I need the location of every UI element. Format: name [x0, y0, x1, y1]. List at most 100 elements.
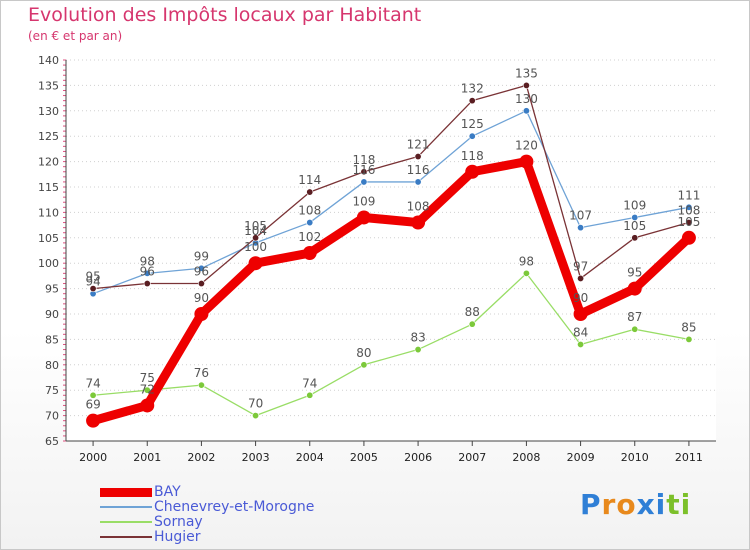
data-label: 95 — [85, 270, 100, 284]
plot-area — [66, 60, 716, 441]
logo-letter: i — [680, 488, 692, 521]
data-label: 72 — [140, 382, 155, 396]
y-tick-label: 135 — [38, 79, 59, 92]
x-tick-label: 2002 — [187, 451, 215, 464]
data-label: 88 — [465, 305, 480, 319]
series-line-chenevrey-et-morogne — [92, 110, 690, 295]
data-point — [143, 386, 151, 394]
data-label: 87 — [627, 310, 642, 324]
data-label: 90 — [194, 291, 209, 305]
data-label: 108 — [298, 204, 321, 218]
x-tick-label: 2005 — [350, 451, 378, 464]
data-label: 97 — [573, 259, 588, 273]
legend-swatch — [100, 506, 152, 508]
y-tick-label: 70 — [45, 410, 59, 423]
data-point — [465, 164, 480, 179]
legend-item: Chenevrey-et-Morogne — [100, 499, 400, 515]
data-point — [573, 307, 588, 321]
chart-subtitle: (en € et par an) — [28, 29, 123, 43]
data-point — [140, 398, 155, 413]
data-label: 102 — [298, 230, 321, 244]
logo-letter: i — [655, 488, 667, 521]
data-label: 85 — [681, 320, 696, 334]
y-tick-label: 130 — [38, 105, 59, 118]
data-point — [631, 234, 639, 242]
y-tick-label: 115 — [38, 181, 59, 194]
data-point — [685, 335, 693, 343]
data-label: 96 — [194, 265, 209, 279]
data-label: 74 — [85, 376, 100, 390]
data-point — [631, 325, 639, 333]
data-label: 94 — [85, 275, 100, 289]
data-label: 98 — [140, 254, 155, 268]
data-point — [685, 219, 693, 227]
data-label: 98 — [519, 254, 534, 268]
data-point — [522, 269, 530, 277]
y-tick-label: 65 — [45, 435, 59, 448]
x-tick-label: 2010 — [621, 451, 649, 464]
data-label: 100 — [244, 240, 267, 254]
logo-letter: r — [601, 488, 617, 521]
y-tick-label: 125 — [38, 130, 59, 143]
data-label: 96 — [140, 265, 155, 279]
legend-item: Hugier — [100, 529, 400, 545]
data-label: 111 — [677, 188, 700, 202]
data-label: 105 — [677, 215, 700, 229]
y-tick-label: 95 — [45, 283, 59, 296]
data-label: 109 — [352, 194, 375, 208]
data-point — [577, 224, 585, 232]
data-label: 118 — [352, 153, 375, 167]
data-point — [360, 361, 368, 369]
y-tick-label: 75 — [45, 384, 59, 397]
x-tick-label: 2007 — [458, 451, 486, 464]
legend-swatch — [100, 536, 152, 538]
x-tick-label: 2001 — [133, 451, 161, 464]
x-tick-label: 2003 — [242, 451, 270, 464]
data-label: 116 — [407, 163, 430, 177]
x-tick-label: 2004 — [296, 451, 324, 464]
data-point — [468, 320, 476, 328]
data-label: 130 — [515, 92, 538, 106]
data-point — [360, 178, 368, 186]
logo-letter: o — [616, 488, 637, 521]
data-point — [522, 107, 530, 115]
data-point — [577, 274, 585, 282]
legend-swatch — [100, 521, 152, 523]
data-label: 120 — [515, 139, 538, 153]
series-line-sornay — [93, 272, 690, 417]
data-label: 74 — [302, 376, 317, 390]
data-label: 104 — [244, 224, 267, 238]
data-point — [143, 269, 151, 277]
y-tick-label: 100 — [38, 257, 59, 270]
data-label: 80 — [356, 346, 371, 360]
data-label: 84 — [573, 325, 588, 339]
data-point — [306, 188, 314, 196]
data-label: 121 — [407, 138, 430, 152]
legend-item: BAY — [100, 484, 400, 500]
data-point — [252, 412, 260, 420]
x-tick-label: 2006 — [404, 451, 432, 464]
data-label: 108 — [677, 204, 700, 218]
data-point — [631, 213, 639, 221]
data-point — [89, 391, 97, 399]
data-label: 125 — [461, 117, 484, 131]
data-point — [468, 97, 476, 105]
data-point — [89, 285, 97, 293]
data-point — [197, 264, 205, 272]
logo-letter: P — [580, 488, 602, 521]
data-point — [627, 281, 642, 296]
data-label: 76 — [194, 366, 209, 380]
proxiti-logo: Proxiti — [580, 488, 691, 521]
data-label: 108 — [407, 200, 430, 214]
logo-letter: x — [636, 488, 656, 521]
data-label: 114 — [298, 173, 321, 187]
data-point — [252, 234, 260, 242]
data-point — [86, 413, 101, 428]
data-label: 105 — [244, 219, 267, 233]
data-label: 109 — [623, 198, 646, 212]
x-tick-label: 2000 — [79, 451, 107, 464]
y-tick-label: 110 — [38, 206, 59, 219]
data-point — [197, 381, 205, 389]
data-label: 116 — [352, 163, 375, 177]
